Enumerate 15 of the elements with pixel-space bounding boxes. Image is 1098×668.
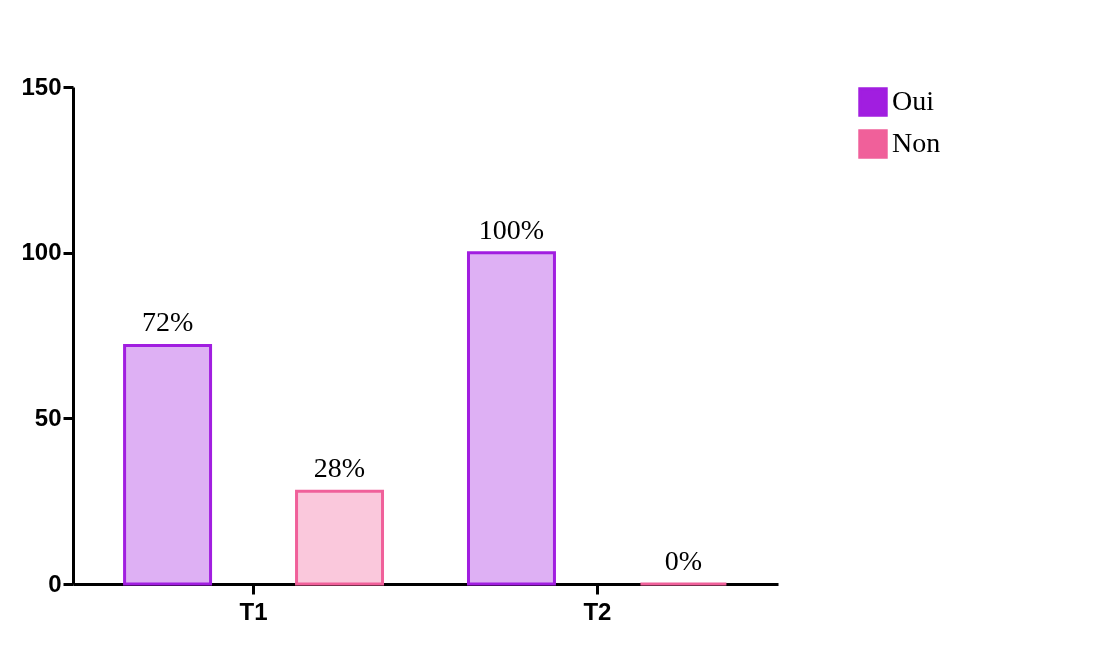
y-tick-label: 50 bbox=[34, 403, 62, 431]
bar bbox=[295, 489, 385, 586]
y-tick-label: 150 bbox=[21, 72, 62, 100]
data-label: 28% bbox=[313, 452, 366, 484]
data-label: 100% bbox=[478, 213, 545, 245]
data-label: 0% bbox=[664, 545, 703, 576]
x-tick-label: T2 bbox=[583, 597, 612, 625]
legend-label: Oui bbox=[892, 85, 935, 116]
y-tick-label: 0 bbox=[48, 569, 62, 597]
x-tick-label: T1 bbox=[239, 597, 268, 625]
y-tick-label: 100 bbox=[21, 238, 62, 266]
legend-label: Non bbox=[892, 127, 941, 158]
data-label: 72% bbox=[141, 306, 194, 338]
bar bbox=[466, 251, 556, 586]
bar bbox=[123, 343, 213, 586]
